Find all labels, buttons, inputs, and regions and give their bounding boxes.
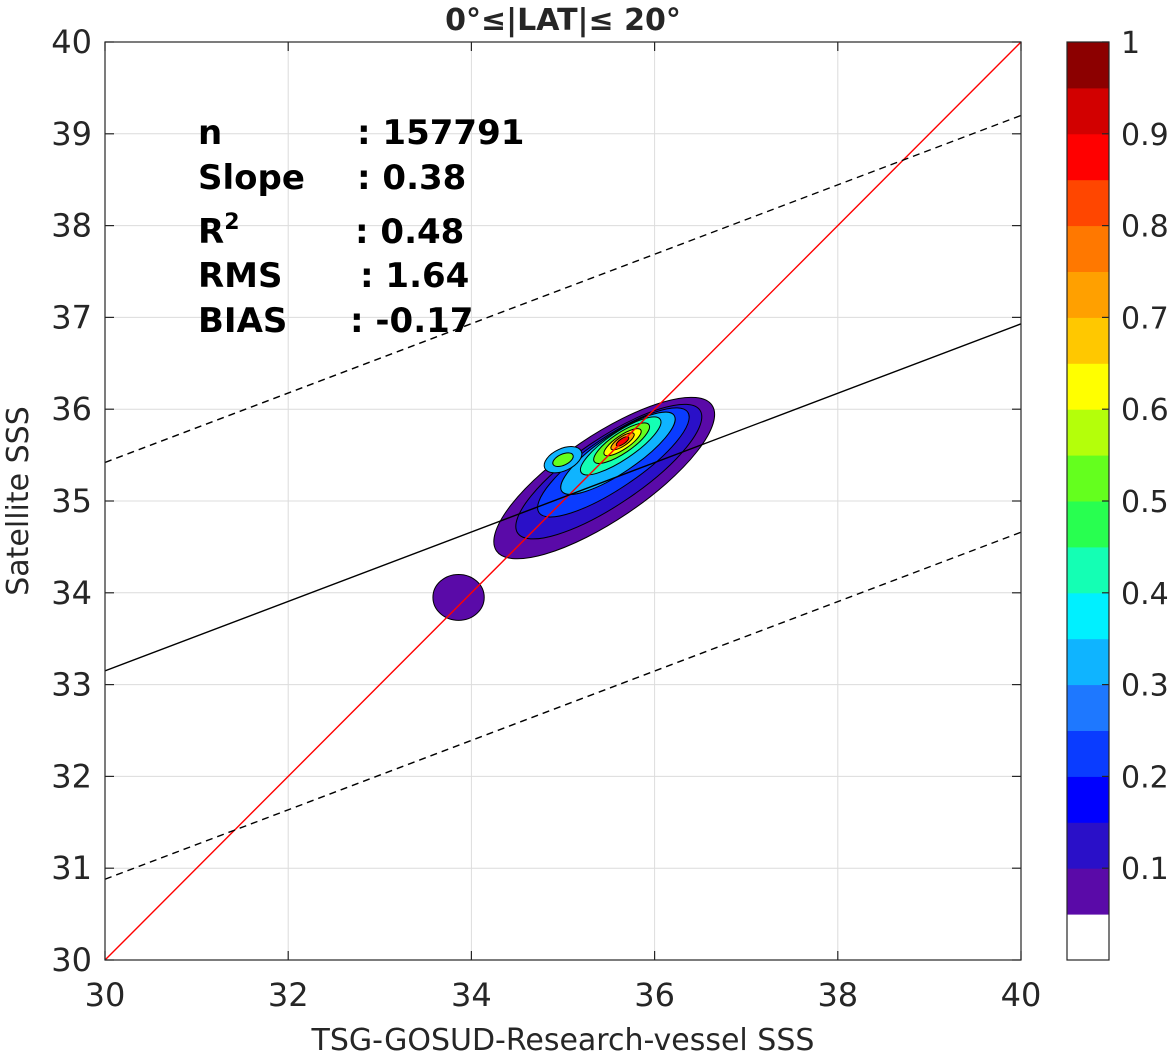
y-tick-label: 35 [51, 482, 92, 520]
stat-rms-label: RMS [198, 256, 283, 296]
y-tick-label: 40 [51, 23, 92, 61]
colorbar-segment [1067, 455, 1109, 502]
colorbar-segment [1067, 822, 1109, 869]
reference-lines [105, 42, 1021, 960]
stat-slope-value: : 0.38 [357, 158, 466, 198]
colorbar-tick-label: 1 [1121, 26, 1140, 61]
colorbar-segment [1067, 684, 1109, 731]
colorbar-segment [1067, 868, 1109, 915]
colorbar-tick-label: 0.1 [1121, 852, 1169, 887]
colorbar-segment [1067, 179, 1109, 227]
x-tick-label: 32 [268, 976, 309, 1014]
colorbar-tick-label: 0.6 [1121, 393, 1169, 428]
colorbar-segment [1067, 42, 1109, 89]
x-tick-label: 30 [85, 976, 126, 1014]
colorbar-segment [1067, 546, 1109, 594]
colorbar: 0.1 0.2 0.3 0.4 0.5 0.6 0.7 0.8 0.9 1 [1066, 26, 1169, 961]
regression-plus-line [105, 114, 1021, 464]
colorbar-segment [1067, 225, 1109, 272]
density-contours [432, 396, 716, 621]
y-tick-label: 36 [51, 390, 92, 428]
y-tick-label: 39 [51, 115, 92, 153]
axis-ticks: 30 32 34 36 38 40 30 31 32 33 34 35 36 37 38 39 40 [51, 23, 1041, 1014]
colorbar-tick-label: 0.3 [1121, 669, 1169, 704]
stat-r2-label: R2 [198, 210, 240, 252]
colorbar-segment [1067, 317, 1109, 364]
x-tick-label: 36 [634, 976, 675, 1014]
colorbar-tick-label: 0.9 [1121, 118, 1169, 153]
stat-slope-label: Slope [198, 158, 305, 198]
stat-n-value: : 157791 [357, 113, 524, 153]
y-tick-label: 34 [51, 574, 92, 612]
colorbar-tick-label: 0.2 [1121, 760, 1169, 795]
stat-r2-base: R [198, 212, 224, 252]
colorbar-segment [1067, 409, 1109, 456]
regression-line [105, 323, 1021, 672]
stat-r2-sup: 2 [224, 210, 239, 235]
y-tick-label: 31 [51, 849, 92, 887]
stat-bias-value: : -0.17 [350, 301, 473, 341]
y-tick-label: 32 [51, 757, 92, 795]
colorbar-segment [1067, 501, 1109, 548]
contour-secondary-inner [552, 452, 574, 468]
chart-title: 0°≤|LAT|≤ 20° [445, 3, 681, 38]
colorbar-segment [1067, 914, 1109, 961]
grid [105, 42, 1021, 960]
colorbar-segment [1067, 638, 1109, 686]
x-tick-label: 38 [817, 976, 858, 1014]
stat-bias-label: BIAS [198, 301, 287, 341]
x-axis-label: TSG-GOSUD-Research-vessel SSS [311, 1023, 815, 1055]
colorbar-segment [1067, 87, 1109, 135]
contour-isolated-blob [432, 573, 485, 621]
colorbar-segment [1067, 592, 1109, 640]
colorbar-segment [1067, 776, 1109, 823]
colorbar-segment [1067, 133, 1109, 181]
regression-minus-line [105, 531, 1021, 880]
colorbar-tick-label: 0.8 [1121, 210, 1169, 245]
one-to-one-line [105, 42, 1021, 960]
stats-box: n : 157791 Slope : 0.38 R2 : 0.48 RMS : … [198, 113, 524, 341]
colorbar-segment [1067, 271, 1109, 318]
y-tick-label: 38 [51, 207, 92, 245]
colorbar-segment [1067, 730, 1109, 777]
y-axis-label: Satellite SSS [1, 406, 36, 596]
y-tick-label: 33 [51, 666, 92, 704]
colorbar-tick-label: 0.7 [1121, 301, 1169, 336]
colorbar-segment [1067, 363, 1109, 410]
colorbar-tick-label: 0.4 [1121, 577, 1169, 612]
y-tick-label: 30 [51, 941, 92, 979]
x-tick-label: 40 [1001, 976, 1042, 1014]
x-tick-label: 34 [451, 976, 492, 1014]
stat-r2-value: : 0.48 [355, 212, 464, 252]
colorbar-tick-label: 0.5 [1121, 485, 1169, 520]
stat-rms-value: : 1.64 [360, 256, 469, 296]
y-tick-label: 37 [51, 298, 92, 336]
stat-n-label: n [198, 113, 222, 153]
